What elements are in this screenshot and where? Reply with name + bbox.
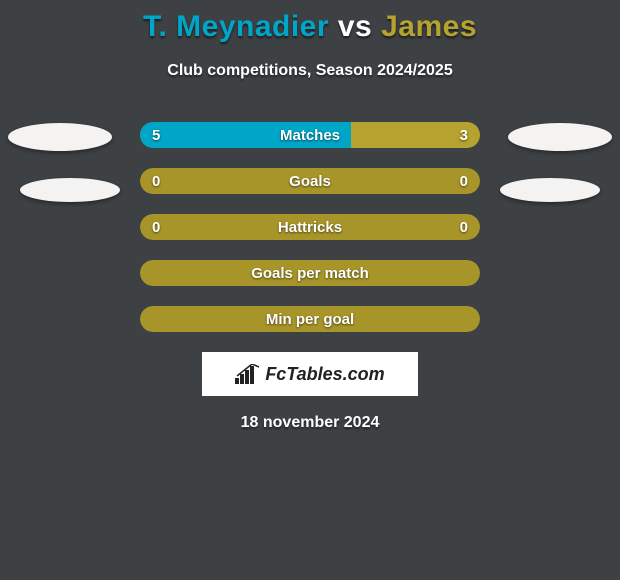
stat-row: Min per goal bbox=[140, 306, 480, 332]
stat-row-track bbox=[140, 168, 480, 194]
subtitle: Club competitions, Season 2024/2025 bbox=[0, 62, 620, 80]
stat-row: Goals00 bbox=[140, 168, 480, 194]
stat-row-track bbox=[140, 306, 480, 332]
stat-row-right-fill bbox=[351, 122, 480, 148]
stat-row-track bbox=[140, 214, 480, 240]
stat-row: Goals per match bbox=[140, 260, 480, 286]
source-logo-text: FcTables.com bbox=[265, 364, 384, 385]
player2-name: James bbox=[381, 10, 477, 43]
vs-text: vs bbox=[338, 10, 372, 43]
stat-row-track bbox=[140, 260, 480, 286]
player1-avatar-placeholder-top bbox=[8, 123, 112, 151]
player2-avatar-placeholder-bottom bbox=[500, 178, 600, 202]
snapshot-date: 18 november 2024 bbox=[0, 414, 620, 432]
player1-name: T. Meynadier bbox=[143, 10, 329, 43]
comparison-title: T. Meynadier vs James bbox=[0, 0, 620, 44]
fctables-icon bbox=[235, 364, 261, 384]
stat-row: Hattricks00 bbox=[140, 214, 480, 240]
source-logo: FcTables.com bbox=[202, 352, 418, 396]
player1-avatar-placeholder-bottom bbox=[20, 178, 120, 202]
stat-row-left-fill bbox=[140, 122, 351, 148]
player2-avatar-placeholder-top bbox=[508, 123, 612, 151]
stat-row: Matches53 bbox=[140, 122, 480, 148]
comparison-rows: Matches53 Goals00 Hattricks00 Goals per mat… bbox=[0, 122, 620, 332]
